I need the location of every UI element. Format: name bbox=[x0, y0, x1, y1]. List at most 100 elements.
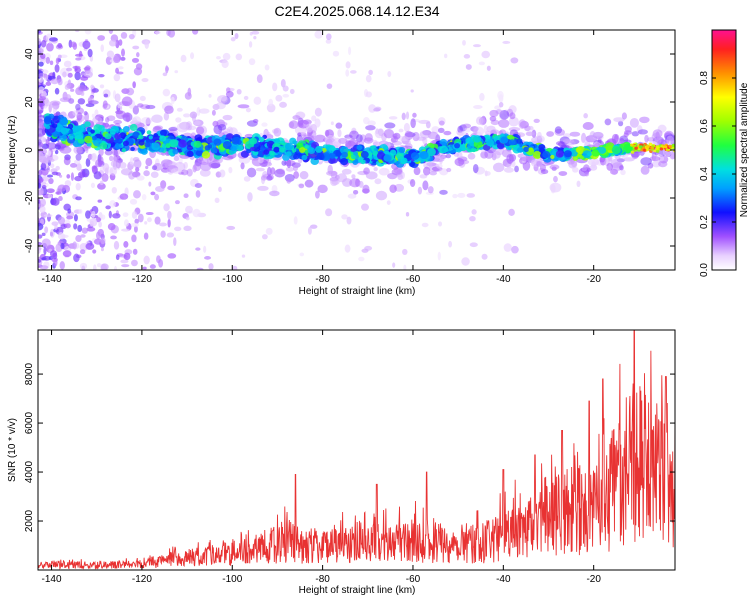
heatmap-cell bbox=[91, 113, 96, 118]
heatmap-cell bbox=[228, 166, 233, 174]
heatmap-cell bbox=[55, 57, 60, 65]
x-tick-label: -40 bbox=[496, 274, 511, 285]
heatmap-cell bbox=[235, 53, 243, 61]
heatmap-cell bbox=[518, 119, 527, 129]
heatmap-cell bbox=[437, 127, 445, 134]
heatmap-cell bbox=[589, 130, 596, 141]
heatmap-cell bbox=[132, 157, 140, 162]
heatmap-cell bbox=[48, 40, 52, 44]
heatmap-cell bbox=[106, 50, 115, 58]
heatmap-cell bbox=[577, 152, 582, 158]
heatmap-cell bbox=[74, 159, 81, 165]
heatmap-cell bbox=[82, 40, 91, 50]
heatmap-cell bbox=[131, 57, 140, 63]
heatmap-cell bbox=[130, 222, 139, 227]
heatmap-cell bbox=[412, 112, 417, 118]
heatmap-cell bbox=[481, 253, 488, 260]
heatmap-cell bbox=[126, 87, 135, 96]
heatmap-cell bbox=[623, 132, 629, 137]
heatmap-cell bbox=[611, 145, 621, 155]
heatmap-cell bbox=[351, 174, 356, 179]
heatmap-cell bbox=[249, 146, 255, 152]
heatmap-cell bbox=[167, 185, 175, 191]
heatmap-cell bbox=[90, 182, 95, 189]
heatmap-cell bbox=[131, 211, 138, 219]
heatmap-cell bbox=[77, 98, 86, 105]
heatmap-cell bbox=[473, 135, 482, 143]
heatmap-cell bbox=[284, 142, 294, 151]
heatmap-cell bbox=[340, 157, 349, 166]
heatmap-cell bbox=[286, 177, 292, 184]
heatmap-cell bbox=[40, 136, 46, 143]
heatmap-cell bbox=[144, 40, 150, 49]
heatmap-cell bbox=[613, 117, 625, 123]
heatmap-cell bbox=[83, 67, 91, 71]
heatmap-cell bbox=[475, 116, 484, 126]
heatmap-cell bbox=[38, 187, 44, 196]
heatmap-cell bbox=[80, 76, 89, 81]
heatmap-cell bbox=[338, 137, 348, 145]
heatmap-cell bbox=[217, 124, 227, 131]
heatmap-cell bbox=[154, 193, 160, 201]
heatmap-cell bbox=[289, 120, 299, 129]
heatmap-cell bbox=[132, 45, 140, 50]
heatmap-cell bbox=[252, 118, 259, 124]
heatmap-cell bbox=[576, 146, 586, 155]
heatmap-cell bbox=[49, 60, 54, 66]
heatmap-cell bbox=[108, 210, 112, 219]
heatmap-cell bbox=[299, 171, 309, 180]
heatmap-cell bbox=[492, 150, 501, 159]
heatmap-cell bbox=[486, 65, 491, 71]
heatmap-cell bbox=[311, 115, 317, 122]
heatmap-cell bbox=[444, 148, 449, 153]
heatmap-cell bbox=[91, 88, 99, 93]
heatmap-cell bbox=[519, 156, 532, 162]
heatmap-cell bbox=[266, 166, 272, 177]
colorbar-label: Normalized spectral amplitude bbox=[739, 82, 750, 217]
heatmap-cell bbox=[167, 30, 176, 38]
heatmap-cell bbox=[479, 92, 485, 101]
heatmap-cell bbox=[646, 145, 650, 149]
heatmap-cell bbox=[341, 151, 348, 158]
heatmap-cell bbox=[454, 157, 465, 167]
heatmap-cell bbox=[52, 71, 56, 78]
heatmap-cell bbox=[388, 116, 398, 120]
x-tick-label: -120 bbox=[132, 274, 152, 285]
heatmap-cell bbox=[99, 84, 105, 89]
heatmap-cell bbox=[38, 182, 42, 189]
heatmap-cell bbox=[83, 71, 93, 79]
heatmap-cell bbox=[339, 146, 349, 155]
heatmap-cell bbox=[39, 154, 51, 164]
heatmap-cell bbox=[38, 102, 45, 107]
heatmap-cell bbox=[43, 213, 53, 218]
heatmap-cell bbox=[344, 244, 351, 253]
heatmap-cell bbox=[41, 184, 47, 189]
heatmap-cell bbox=[50, 78, 59, 85]
heatmap-cell bbox=[130, 146, 135, 152]
heatmap-cell bbox=[365, 171, 378, 180]
heatmap-cell bbox=[426, 147, 436, 157]
heatmap-cell bbox=[387, 71, 392, 78]
heatmap-cell bbox=[174, 226, 182, 232]
heatmap-cell bbox=[490, 129, 500, 135]
heatmap-cell bbox=[112, 213, 121, 219]
heatmap-cell bbox=[437, 221, 443, 227]
heatmap-cell bbox=[74, 30, 80, 33]
heatmap-cell bbox=[405, 211, 410, 217]
heatmap-cell bbox=[345, 69, 350, 77]
heatmap-cell bbox=[85, 210, 91, 219]
heatmap-cell bbox=[237, 104, 250, 109]
heatmap-cell bbox=[75, 153, 82, 161]
heatmap-cell bbox=[282, 85, 289, 92]
heatmap-cell bbox=[62, 250, 72, 258]
heatmap-cell bbox=[73, 253, 80, 263]
heatmap-cell bbox=[46, 142, 57, 150]
heatmap-cell bbox=[274, 169, 286, 178]
heatmap-cell bbox=[275, 94, 283, 102]
heatmap-cell bbox=[172, 148, 179, 155]
heatmap-cell bbox=[234, 32, 239, 39]
heatmap-cell bbox=[232, 265, 238, 270]
heatmap-cell bbox=[203, 245, 207, 253]
heatmap-cell bbox=[139, 95, 146, 102]
heatmap-cell bbox=[330, 177, 338, 187]
